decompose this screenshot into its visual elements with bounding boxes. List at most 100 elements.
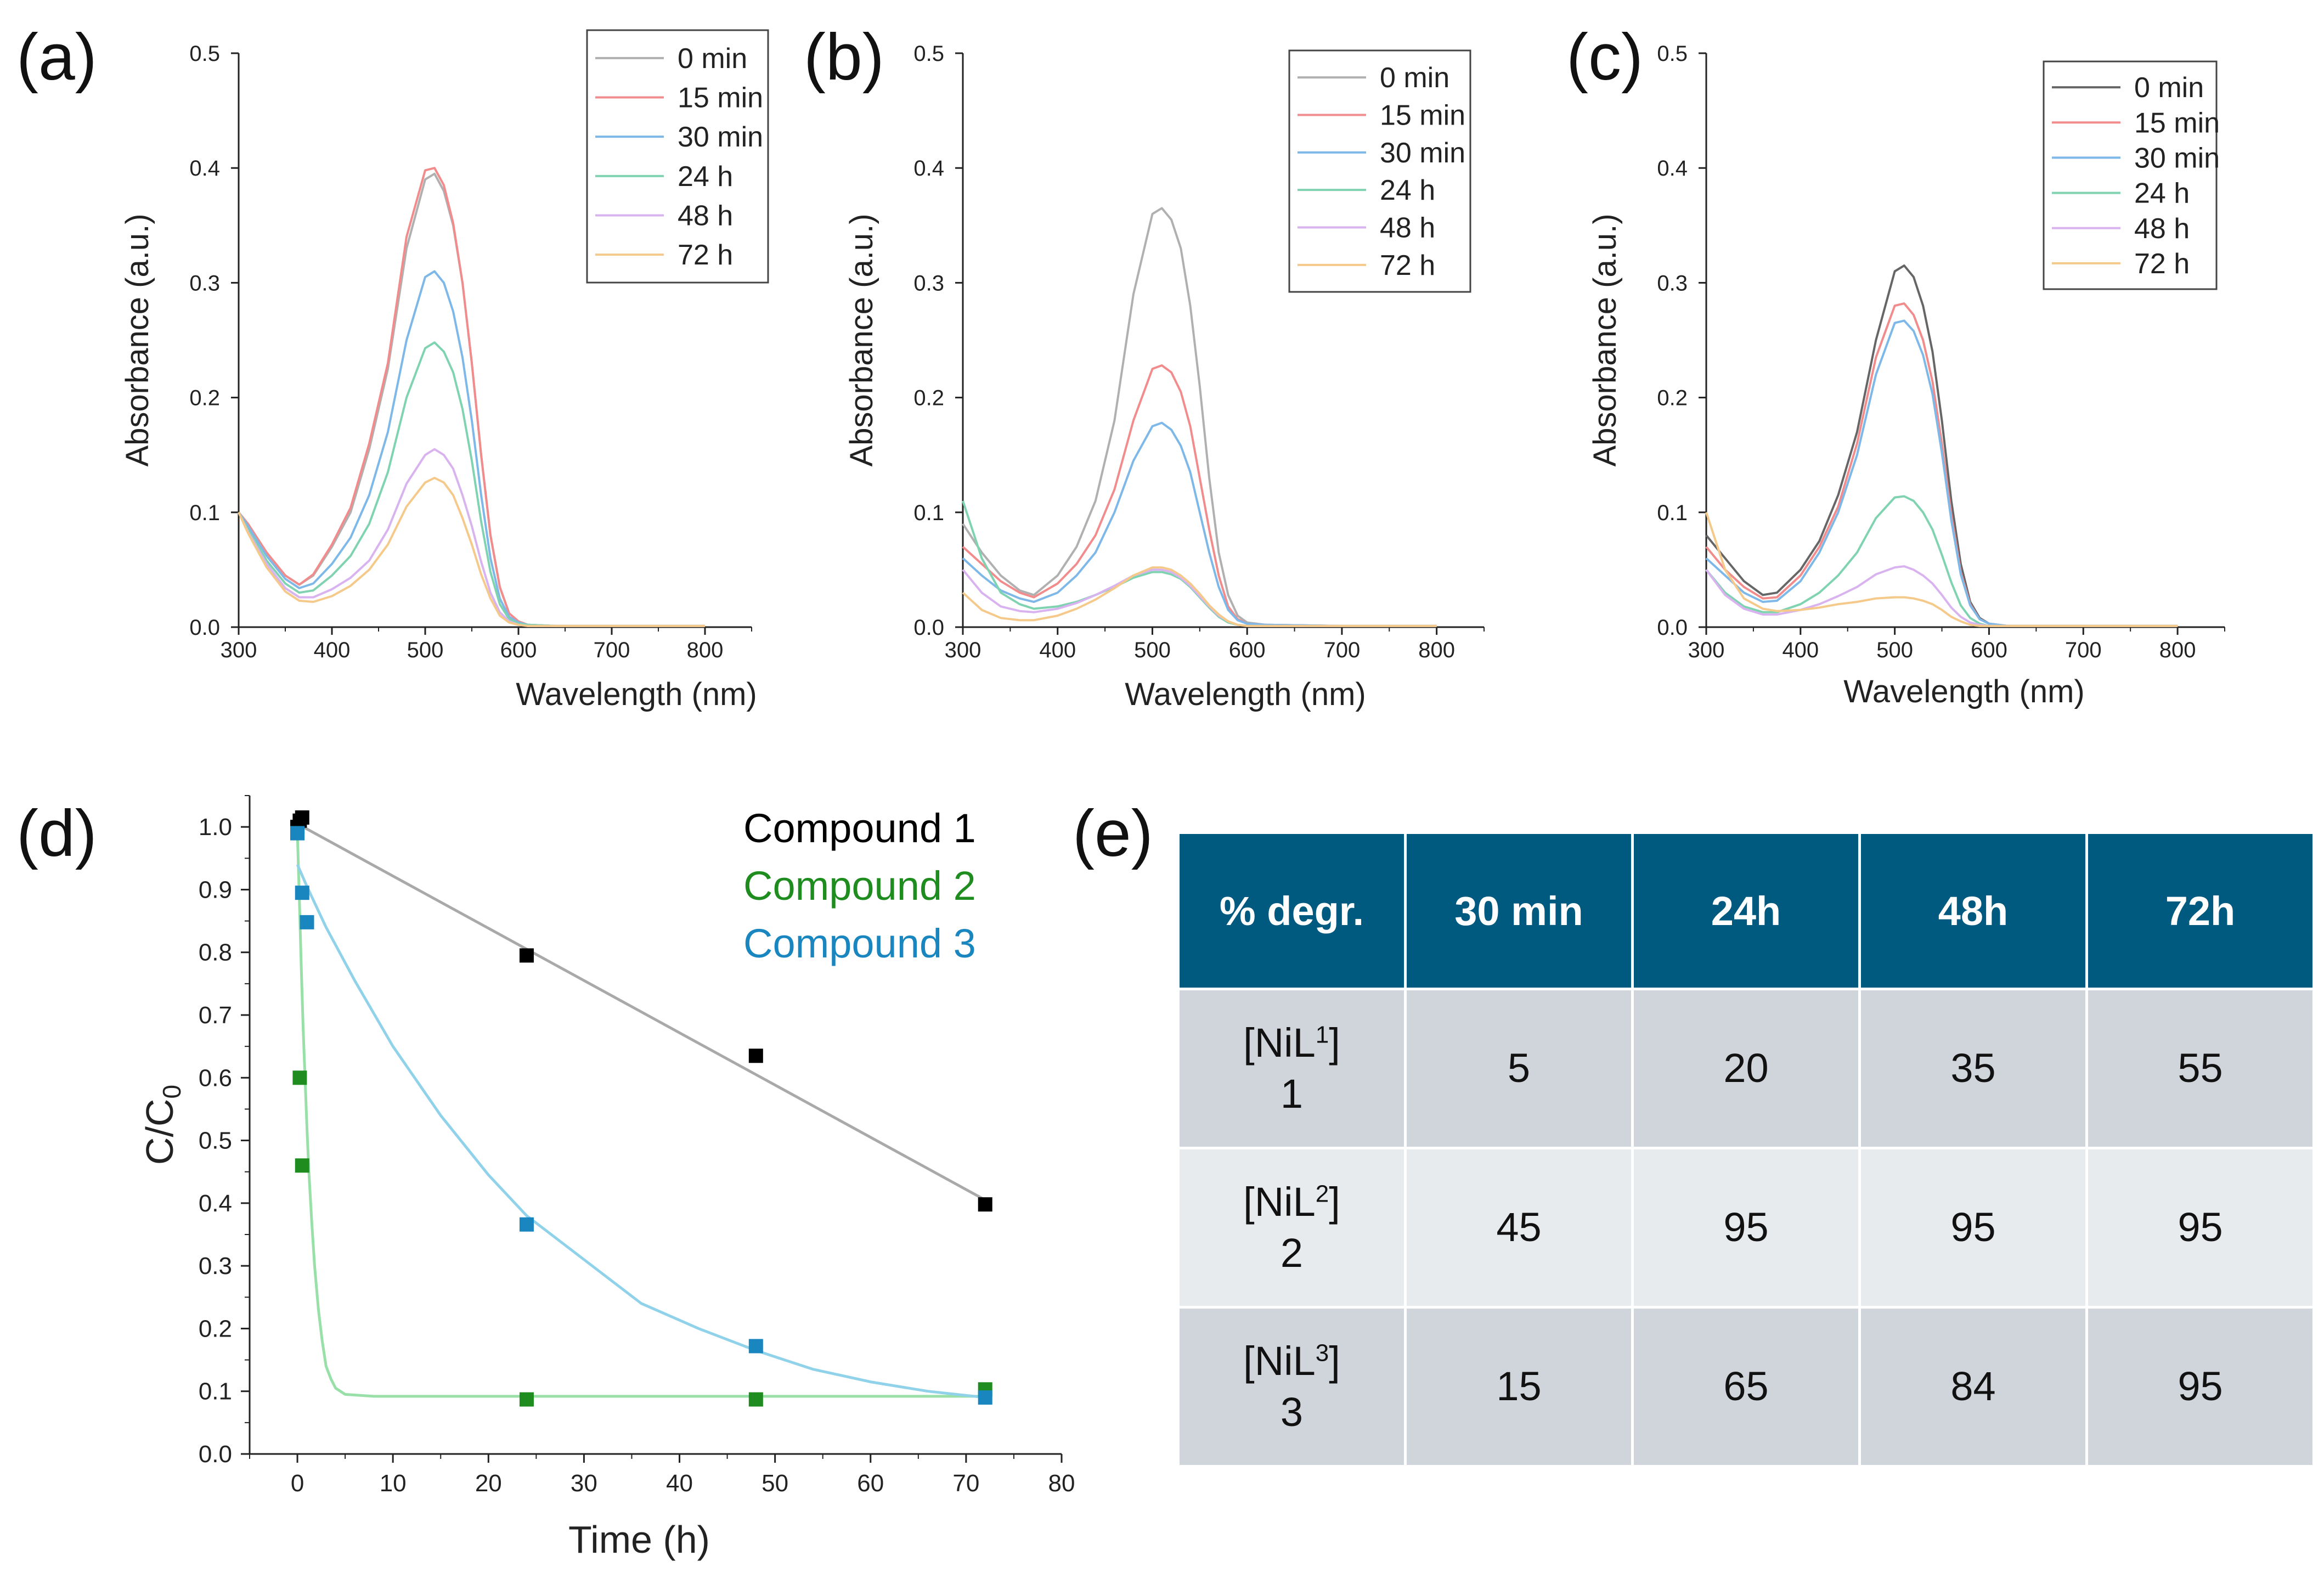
compound-close: ]	[1329, 1179, 1340, 1225]
compound-close: ]	[1329, 1020, 1340, 1066]
data-point-Compound-3	[748, 1339, 763, 1354]
legend-label: Compound 2	[743, 863, 976, 909]
y-tick-label: 0.3	[199, 1253, 232, 1279]
y-axis-title: Absorbance (a.u.)	[1587, 213, 1623, 466]
y-axis-title: Absorbance (a.u.)	[844, 213, 879, 466]
compound-number: 1	[1280, 1070, 1304, 1117]
x-tick-label: 80	[1048, 1470, 1075, 1497]
table-header-cell: 48h	[1858, 831, 2088, 990]
table-header-cell: 72h	[2085, 831, 2315, 990]
x-tick-label: 600	[1229, 638, 1266, 662]
legend-label: 0 min	[2134, 72, 2204, 104]
x-tick-label: 700	[594, 638, 630, 662]
compound-name: [NiL	[1243, 1179, 1316, 1225]
x-tick-label: 400	[1782, 638, 1819, 662]
table-cell: 45	[1404, 1147, 1634, 1309]
legend-label: 30 min	[2134, 142, 2220, 174]
panel-a: (a) 300 400 500 600 700 800 0.0 0.1 0.2 0.3 0.4 0.5…	[16, 20, 769, 712]
x-tick-label: 300	[945, 638, 982, 662]
y-tick-label: 0.3	[913, 271, 944, 295]
x-tick-label: 800	[2159, 638, 2196, 662]
legend-label: 15 min	[678, 82, 763, 114]
fit-curve-Compound-3	[296, 864, 985, 1399]
data-point-Compound-1	[748, 1049, 763, 1063]
x-axis-title: Wavelength (nm)	[516, 677, 757, 712]
x-tick-label: 50	[761, 1470, 788, 1497]
panel-label-a: (a)	[16, 20, 97, 94]
x-tick-label: 300	[221, 638, 257, 662]
spectrum-line-15-min	[238, 167, 705, 627]
y-axis-title: C/C0	[138, 1085, 186, 1165]
compound-close: ]	[1329, 1338, 1340, 1384]
table-cell: 65	[1631, 1306, 1861, 1468]
spectrum-line-30-min	[238, 270, 705, 627]
x-tick-label: 10	[380, 1470, 407, 1497]
table-cell: 95	[2085, 1306, 2315, 1468]
x-tick-label: 400	[1039, 638, 1076, 662]
compound-cell: [NiL1] 1	[1177, 988, 1407, 1149]
spectrum-line-15-min	[1705, 302, 2178, 627]
y-tick-label: 0.2	[199, 1315, 232, 1342]
legend-label: 72 h	[678, 239, 733, 271]
legend-label: 72 h	[2134, 248, 2190, 280]
spectrum-line-0-min	[962, 207, 1437, 627]
x-axis-title: Time (h)	[568, 1518, 710, 1561]
table-header-row: % degr. 30 min 24h 48h 72h	[1177, 831, 2315, 990]
legend-label: 24 h	[2134, 178, 2190, 210]
table-cell: 20	[1631, 988, 1861, 1149]
y-tick-label: 0.1	[199, 1378, 232, 1405]
y-tick-label: 0.0	[913, 616, 944, 640]
data-point-Compound-3	[295, 886, 309, 900]
table-row: [NiL2] 2 45 95 95 95	[1177, 1147, 2315, 1309]
panel-label-b: (b)	[804, 20, 884, 94]
data-point-Compound-2	[519, 1392, 534, 1407]
spectrum-line-72-h	[1705, 512, 2178, 627]
x-tick-label: 500	[1876, 638, 1913, 662]
data-point-Compound-3	[978, 1390, 992, 1405]
spectrum-line-72-h	[962, 566, 1437, 627]
legend-label: 0 min	[1380, 62, 1449, 94]
compound-name: [NiL	[1243, 1020, 1316, 1066]
legend-label: Compound 3	[743, 921, 976, 966]
legend-label: 30 min	[1380, 137, 1465, 169]
x-tick-label: 300	[1688, 638, 1725, 662]
compound-number: 3	[1280, 1389, 1304, 1435]
y-axis-title: Absorbance (a.u.)	[120, 213, 155, 466]
x-tick-label: 800	[687, 638, 724, 662]
y-tick-label: 0.9	[199, 876, 232, 903]
table-cell: 95	[2085, 1147, 2315, 1309]
x-tick-label: 500	[1134, 638, 1171, 662]
legend-label: 72 h	[1380, 250, 1435, 281]
data-point-Compound-2	[748, 1392, 763, 1407]
y-tick-label: 1.0	[199, 814, 232, 841]
legend-label: 30 min	[678, 121, 763, 153]
y-tick-label: 0.5	[189, 42, 220, 66]
panel-d: (d) 0 10 20 30 40 50 60 70 80 0.0 0.1 0.2 0.3 0.4 0.5 0…	[16, 795, 1075, 1561]
x-tick-label: 800	[1418, 638, 1455, 662]
panel-label-d: (d)	[16, 797, 97, 870]
data-point-Compound-3	[300, 915, 314, 929]
compound-number: 2	[1280, 1230, 1304, 1276]
x-tick-label: 30	[571, 1470, 597, 1497]
x-axis-title: Wavelength (nm)	[1843, 674, 2084, 709]
table-cell: 15	[1404, 1306, 1634, 1468]
x-tick-label: 600	[500, 638, 537, 662]
compound-name: [NiL	[1243, 1338, 1316, 1384]
legend-label: 48 h	[2134, 213, 2190, 245]
y-tick-label: 0.2	[1657, 386, 1688, 410]
x-tick-label: 60	[857, 1470, 884, 1497]
table-cell: 95	[1631, 1147, 1861, 1309]
y-tick-label: 0.4	[913, 156, 944, 181]
y-tick-label: 0.4	[189, 156, 220, 181]
ligand-sup: 3	[1315, 1339, 1329, 1367]
x-tick-label: 40	[666, 1470, 693, 1497]
panel-c: (c) 300 400 500 600 700 800 0.0 0.1 0.2 0.3 0.4 0.5…	[1566, 20, 2225, 709]
x-tick-label: 20	[475, 1470, 502, 1497]
y-tick-label: 0.8	[199, 939, 232, 966]
spectrum-line-15-min	[962, 364, 1437, 627]
legend-label: 0 min	[678, 43, 747, 75]
y-tick-label: 0.4	[1657, 156, 1688, 181]
x-tick-label: 500	[407, 638, 444, 662]
legend-label: 48 h	[678, 200, 733, 232]
